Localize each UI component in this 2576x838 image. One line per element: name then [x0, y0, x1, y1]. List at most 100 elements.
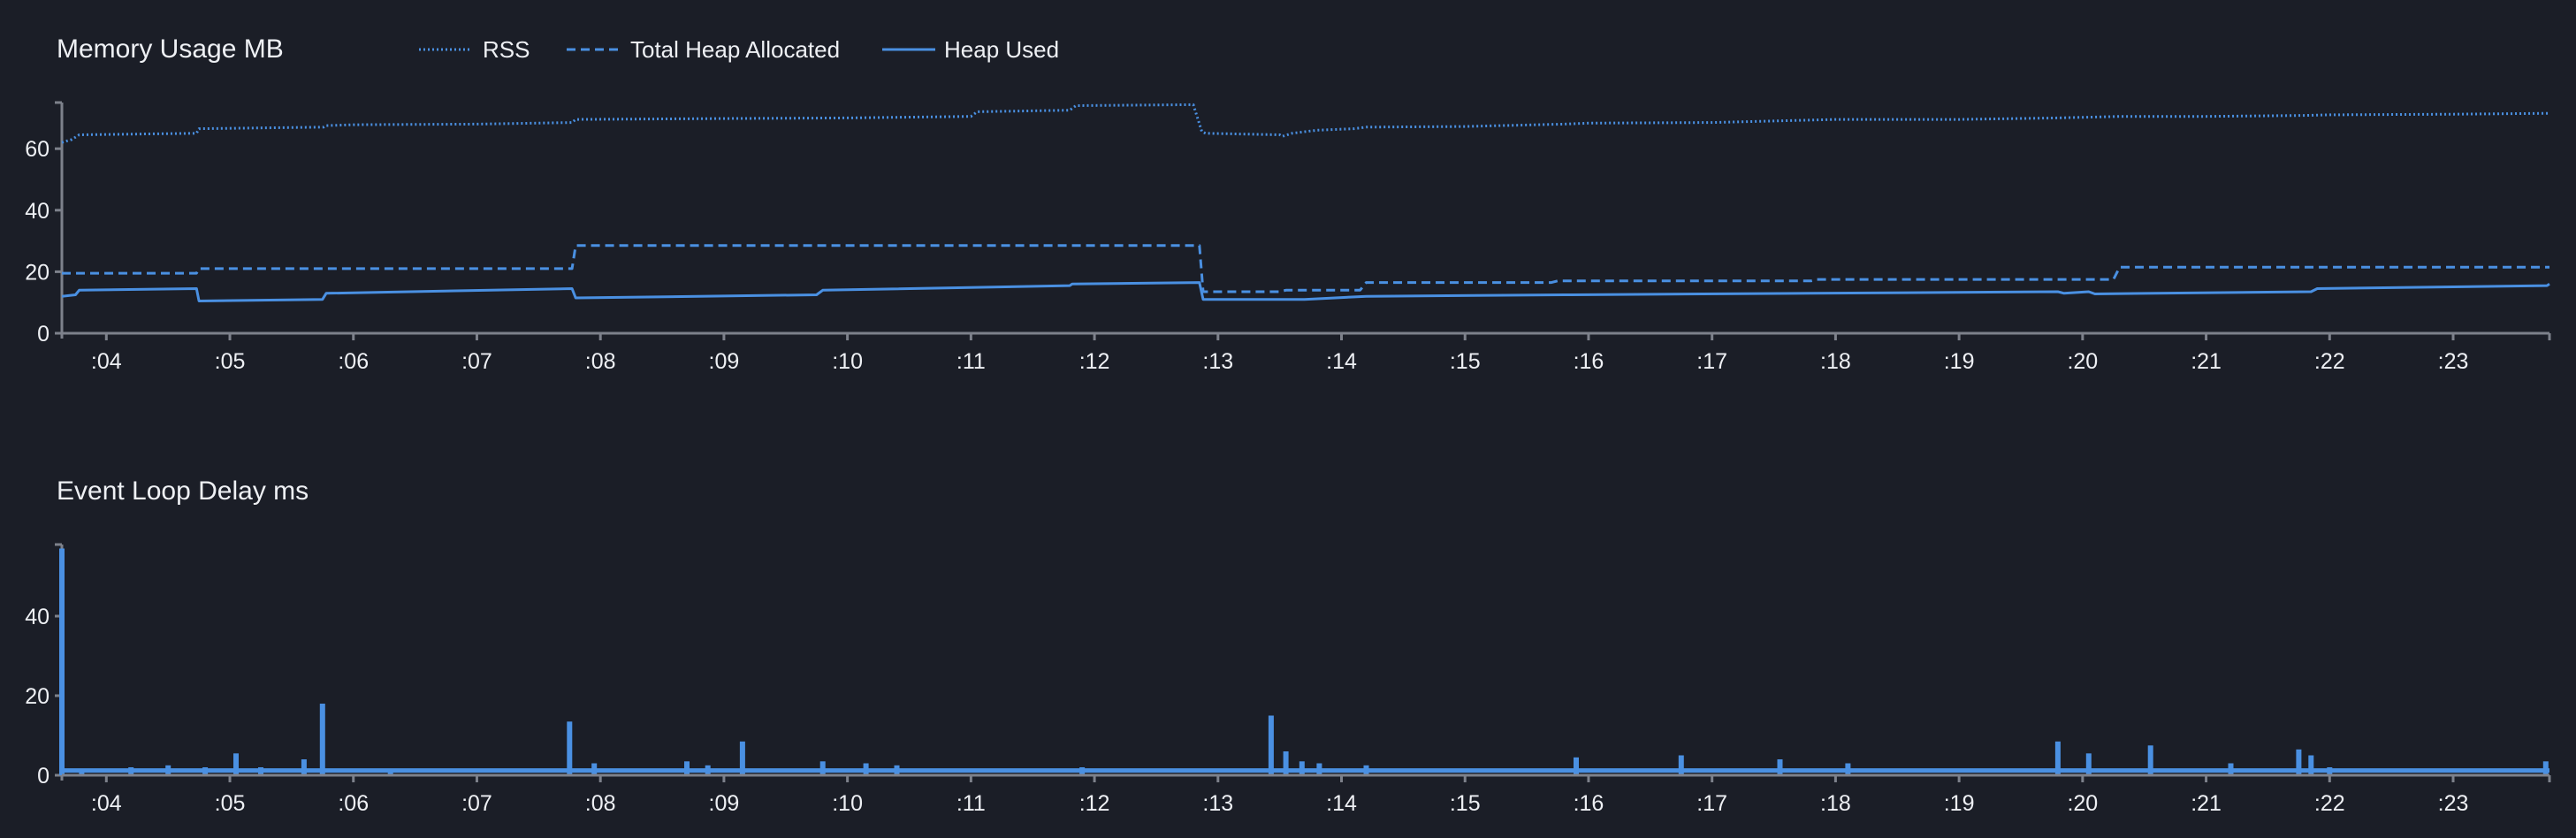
delay-bar[interactable]: [319, 704, 325, 775]
legend-item-total-heap-allocated[interactable]: Total Heap Allocated: [567, 36, 840, 63]
x-tick-label: :12: [1079, 349, 1110, 374]
delay-bar[interactable]: [591, 763, 598, 776]
delay-bar[interactable]: [894, 765, 900, 776]
x-tick-label: :09: [709, 791, 740, 816]
x-tick-label: :14: [1326, 791, 1357, 816]
x-tick-label: :15: [1450, 349, 1481, 374]
x-tick-label: :22: [2314, 791, 2345, 816]
y-tick-label: 0: [37, 322, 50, 347]
x-tick-label: :23: [2438, 349, 2469, 374]
x-tick-label: :23: [2438, 791, 2469, 816]
delay-bar[interactable]: [233, 753, 239, 776]
x-tick-label: :13: [1202, 349, 1233, 374]
delay-bar[interactable]: [202, 767, 209, 775]
x-tick-label: :05: [215, 791, 246, 816]
y-tick-label: 40: [25, 199, 50, 224]
x-tick-label: :04: [91, 791, 122, 816]
y-tick-label: 20: [25, 260, 50, 285]
x-tick-label: :18: [1820, 349, 1851, 374]
delay-bar[interactable]: [258, 767, 263, 775]
x-tick-label: :21: [2191, 349, 2222, 374]
delay-bar[interactable]: [1845, 763, 1851, 776]
delay-bar[interactable]: [301, 759, 307, 775]
y-axis: 0 20 40 60: [25, 101, 64, 347]
delay-bar[interactable]: [1268, 715, 1274, 776]
delay-bar[interactable]: [2147, 745, 2153, 776]
x-tick-label: :10: [832, 791, 863, 816]
x-tick-label: :16: [1574, 349, 1604, 374]
x-tick-label: :06: [338, 791, 369, 816]
delay-bar[interactable]: [1316, 763, 1322, 776]
x-tick-label: :11: [956, 349, 986, 374]
x-axis: :04:05:06:07:08:09:10:11:12:13:14:15:16:…: [62, 331, 2551, 374]
delay-bar[interactable]: [2308, 755, 2314, 776]
delay-bar[interactable]: [2327, 767, 2333, 775]
delay-bar[interactable]: [1299, 761, 1305, 776]
delay-bar[interactable]: [1777, 759, 1783, 775]
plot-area: [61, 103, 2550, 302]
legend-label: RSS: [483, 36, 530, 63]
event-loop-delay-chart: Event Loop Delay ms 0 20 40 :04 :05 :06 :07 :0…: [25, 476, 2551, 816]
delay-bar[interactable]: [2542, 761, 2549, 776]
delay-bar[interactable]: [684, 761, 690, 776]
x-tick-label: :20: [2067, 791, 2098, 816]
legend[interactable]: RSS Total Heap Allocated Heap Used: [419, 36, 1059, 63]
x-tick-label: :07: [461, 349, 492, 374]
x-tick-label: :19: [1944, 791, 1975, 816]
legend-item-rss[interactable]: RSS: [419, 36, 530, 63]
delay-bar[interactable]: [1079, 767, 1086, 775]
x-tick-label: :07: [461, 791, 492, 816]
y-tick-label: 40: [25, 605, 50, 629]
delay-bar[interactable]: [739, 741, 745, 776]
plot-area: [59, 548, 2549, 776]
delay-bar[interactable]: [79, 769, 85, 776]
delay-bar[interactable]: [1363, 765, 1369, 776]
x-tick-label: :19: [1944, 349, 1975, 374]
series-line-total-heap-allocated[interactable]: [62, 244, 2549, 293]
x-tick-label: :21: [2191, 791, 2222, 816]
delay-bar[interactable]: [2085, 753, 2092, 776]
legend-label: Total Heap Allocated: [630, 36, 840, 63]
x-tick-label: :22: [2314, 349, 2345, 374]
y-tick-label: 60: [25, 137, 50, 162]
legend-item-heap-used[interactable]: Heap Used: [882, 36, 1059, 63]
delay-bar[interactable]: [2054, 741, 2061, 776]
x-tick-label: :05: [215, 349, 246, 374]
delay-bar[interactable]: [128, 767, 134, 775]
delay-bar[interactable]: [705, 765, 711, 776]
delay-bar[interactable]: [165, 765, 171, 776]
chart-title: Memory Usage MB: [57, 34, 284, 64]
y-axis: 0 20 40: [25, 543, 64, 788]
delay-bar[interactable]: [863, 763, 869, 776]
delay-bar[interactable]: [1678, 755, 1684, 776]
x-tick-label: :18: [1820, 791, 1851, 816]
delay-bar[interactable]: [1283, 751, 1289, 775]
x-tick-label: :08: [585, 791, 616, 816]
memory-usage-chart: Memory Usage MB RSS Total Heap Allocated…: [25, 34, 2551, 374]
delay-bar[interactable]: [2228, 763, 2234, 776]
x-tick-label: :16: [1574, 791, 1604, 816]
y-tick-label: 0: [37, 764, 50, 788]
x-tick-label: :20: [2067, 349, 2098, 374]
x-tick-label: :14: [1326, 349, 1357, 374]
chart-title: Event Loop Delay ms: [57, 476, 309, 506]
x-tick-label: :17: [1696, 791, 1727, 816]
x-tick-label: :09: [709, 349, 740, 374]
y-tick-label: 20: [25, 684, 50, 709]
x-tick-label: :10: [832, 349, 863, 374]
delay-bar[interactable]: [2296, 749, 2302, 776]
x-tick-label: :04: [91, 349, 122, 374]
x-tick-label: :15: [1450, 791, 1481, 816]
delay-bar[interactable]: [567, 721, 573, 776]
x-tick-label: :06: [338, 349, 369, 374]
delay-bar[interactable]: [387, 769, 393, 776]
series-line-rss[interactable]: [61, 103, 2550, 144]
delay-bar[interactable]: [59, 548, 65, 776]
x-tick-label: :12: [1079, 791, 1110, 816]
series-line-heap-used[interactable]: [61, 281, 2550, 302]
delay-bar[interactable]: [819, 761, 826, 776]
delay-bar[interactable]: [1574, 757, 1579, 776]
x-tick-label: :17: [1696, 349, 1727, 374]
